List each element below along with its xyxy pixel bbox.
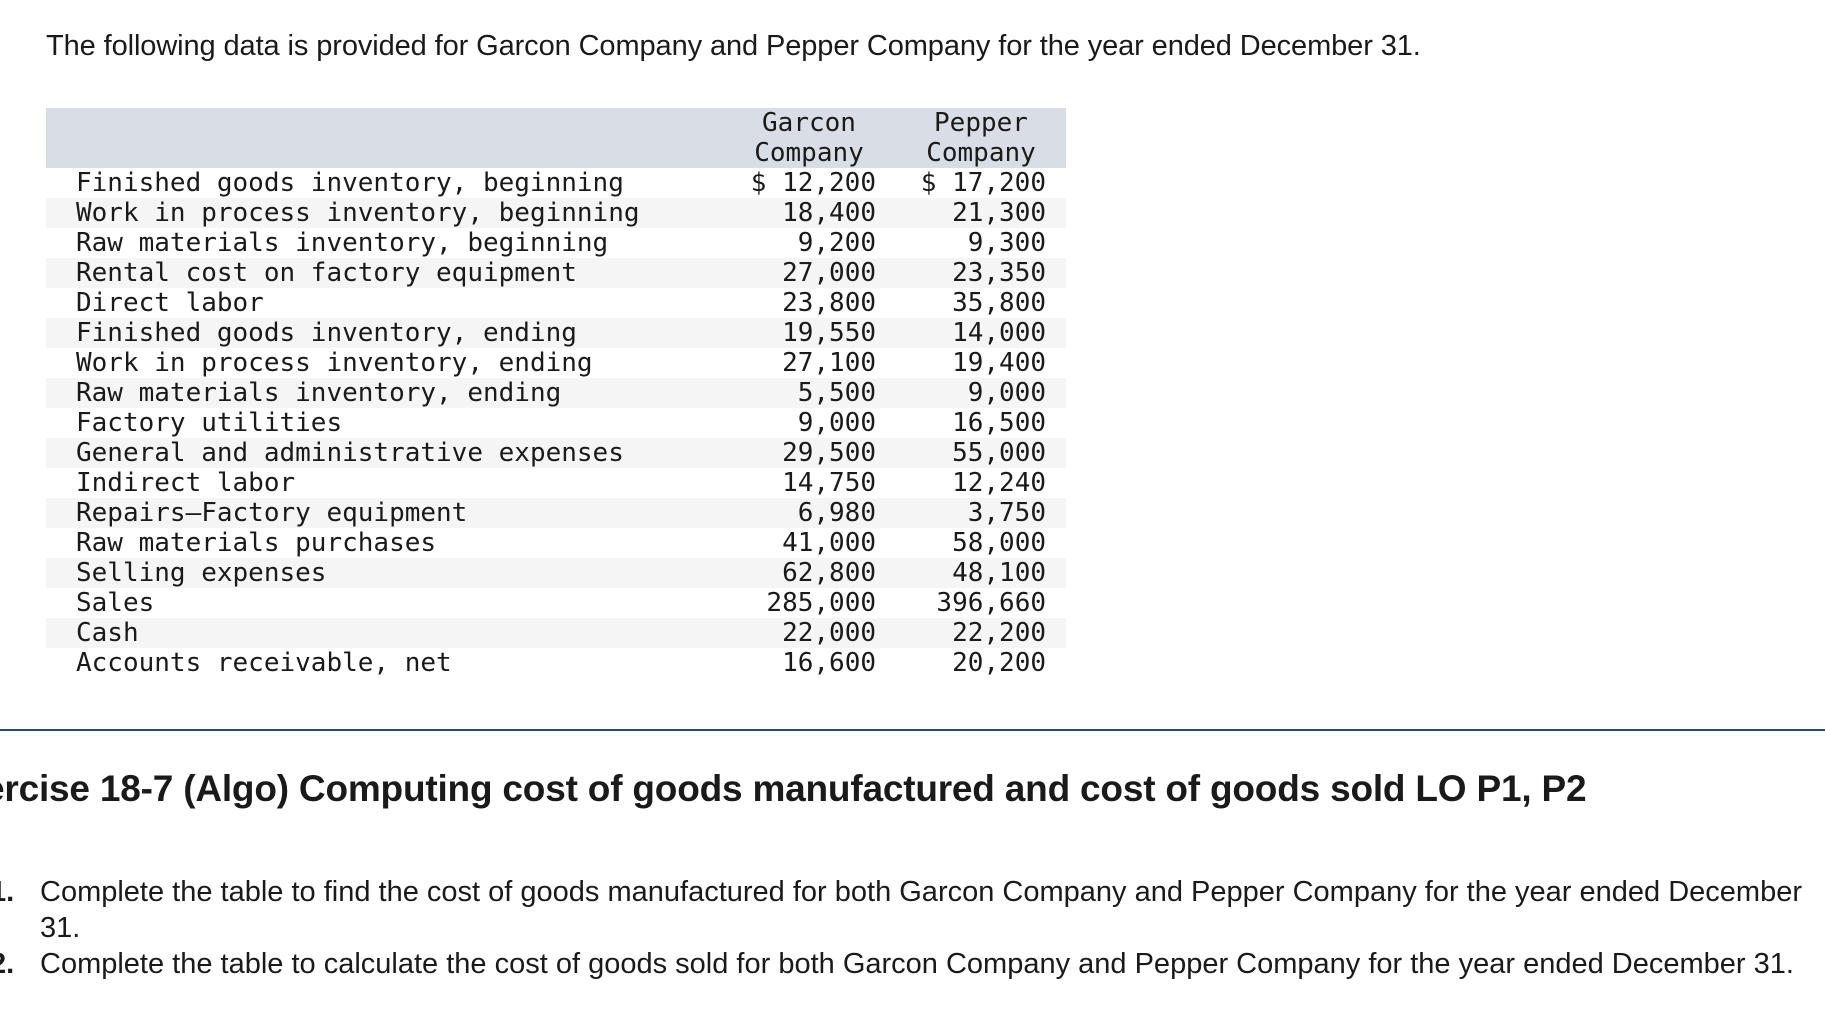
garcon-value: 9,200: [797, 228, 876, 258]
pepper-value: 20,200: [952, 648, 1046, 678]
intro-text: The following data is provided for Garco…: [46, 30, 1421, 62]
header-pepper: Pepper Company: [896, 108, 1066, 168]
garcon-value: 14,750: [782, 468, 876, 498]
garcon-value: 22,000: [782, 618, 876, 648]
row-label: Direct labor: [76, 288, 264, 318]
header-garcon-line1: Garcon: [762, 108, 856, 138]
table-body: Finished goods inventory, beginning $ 12,…: [46, 168, 1066, 678]
pepper-value: 58,000: [952, 528, 1046, 558]
question-item: 1. Complete the table to find the cost o…: [0, 874, 1820, 946]
garcon-value: 19,550: [782, 318, 876, 348]
pepper-value: 9,000: [967, 378, 1046, 408]
header-pepper-line1: Pepper: [934, 108, 1028, 138]
row-label: Selling expenses: [76, 558, 327, 588]
table-row: Finished goods inventory, beginning $ 12,…: [46, 168, 1066, 198]
pepper-value: 14,000: [952, 318, 1046, 348]
header-label-cell: [46, 108, 722, 168]
question-number: 2.: [0, 948, 15, 980]
row-label: Raw materials inventory, beginning: [76, 228, 609, 258]
table-row: Accounts receivable, net 16,600 20,200: [46, 648, 1066, 678]
table-header-row: Garcon Company Pepper Company: [46, 108, 1066, 168]
garcon-value: 5,500: [797, 378, 876, 408]
row-label: Accounts receivable, net: [76, 648, 452, 678]
question-number: 1.: [0, 876, 15, 908]
table-row: Repairs—Factory equipment 6,980 3,750: [46, 498, 1066, 528]
garcon-value: 16,600: [782, 648, 876, 678]
garcon-value: $ 12,200: [750, 168, 876, 198]
table-row: Sales 285,000 396,660: [46, 588, 1066, 618]
pepper-value: 23,350: [952, 258, 1046, 288]
garcon-value: 29,500: [782, 438, 876, 468]
row-label: Repairs—Factory equipment: [76, 498, 468, 528]
row-label: Cash: [76, 618, 139, 648]
row-label: Raw materials purchases: [76, 528, 437, 558]
pepper-value: 12,240: [952, 468, 1046, 498]
pepper-value: 9,300: [967, 228, 1046, 258]
garcon-value: 23,800: [782, 288, 876, 318]
garcon-value: 18,400: [782, 198, 876, 228]
table-row: Cash 22,000 22,200: [46, 618, 1066, 648]
pepper-value: 48,100: [952, 558, 1046, 588]
garcon-value: 62,800: [782, 558, 876, 588]
section-divider: [0, 729, 1825, 731]
table-row: Direct labor 23,800 35,800: [46, 288, 1066, 318]
pepper-value: 35,800: [952, 288, 1046, 318]
row-label: Rental cost on factory equipment: [76, 258, 577, 288]
header-garcon-line2: Company: [754, 138, 864, 168]
row-label: General and administrative expenses: [76, 438, 624, 468]
pepper-value: 396,660: [936, 588, 1046, 618]
table-row: Raw materials purchases 41,000 58,000: [46, 528, 1066, 558]
garcon-value: 6,980: [797, 498, 876, 528]
question-list: 1. Complete the table to find the cost o…: [0, 874, 1825, 982]
pepper-value: 22,200: [952, 618, 1046, 648]
table-row: Work in process inventory, ending 27,100 1…: [46, 348, 1066, 378]
row-label: Finished goods inventory, beginning: [76, 168, 624, 198]
table-row: Work in process inventory, beginning 18,4…: [46, 198, 1066, 228]
row-label: Factory utilities: [76, 408, 343, 438]
table-row: Raw materials inventory, beginning 9,200 9…: [46, 228, 1066, 258]
pepper-value: 16,500: [952, 408, 1046, 438]
garcon-value: 285,000: [766, 588, 876, 618]
row-label: Finished goods inventory, ending: [76, 318, 577, 348]
garcon-value: 9,000: [797, 408, 876, 438]
pepper-value: 55,000: [952, 438, 1046, 468]
table-row: Indirect labor 14,750 12,240: [46, 468, 1066, 498]
exercise-title: ercise 18-7 (Algo) Computing cost of goo…: [0, 768, 1587, 809]
question-item: 2. Complete the table to calculate the c…: [0, 946, 1820, 982]
row-label: Raw materials inventory, ending: [76, 378, 562, 408]
garcon-value: 41,000: [782, 528, 876, 558]
question-text: Complete the table to calculate the cost…: [40, 948, 1794, 980]
header-pepper-line2: Company: [926, 138, 1036, 168]
question-text: Complete the table to find the cost of g…: [40, 876, 1802, 944]
row-label: Sales: [76, 588, 155, 618]
table-row: Selling expenses 62,800 48,100: [46, 558, 1066, 588]
table-row: General and administrative expenses 29,50…: [46, 438, 1066, 468]
pepper-value: 21,300: [952, 198, 1046, 228]
table-row: Factory utilities 9,000 16,500: [46, 408, 1066, 438]
pepper-value: 3,750: [967, 498, 1046, 528]
table-row: Raw materials inventory, ending 5,500 9,00…: [46, 378, 1066, 408]
garcon-value: 27,100: [782, 348, 876, 378]
data-table: Garcon Company Pepper Company Finished g…: [46, 108, 1066, 678]
table-row: Rental cost on factory equipment 27,000 23…: [46, 258, 1066, 288]
row-label: Work in process inventory, beginning: [76, 198, 640, 228]
garcon-value: 27,000: [782, 258, 876, 288]
row-label: Work in process inventory, ending: [76, 348, 593, 378]
pepper-value: $ 17,200: [920, 168, 1046, 198]
pepper-value: 19,400: [952, 348, 1046, 378]
table-row: Finished goods inventory, ending 19,550 14…: [46, 318, 1066, 348]
header-garcon: Garcon Company: [722, 108, 896, 168]
row-label: Indirect labor: [76, 468, 296, 498]
